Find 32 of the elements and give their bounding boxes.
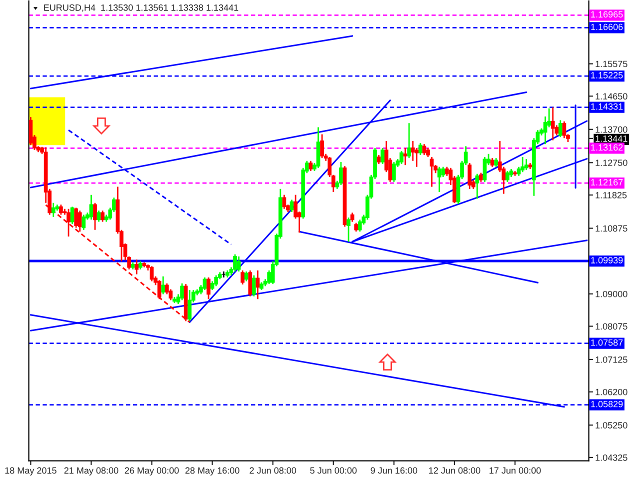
y-tick-label: 1.04325: [596, 454, 628, 461]
x-tick-label: 12 Jun 08:00: [429, 467, 480, 474]
chart-title: EURUSD,H4 1.13530 1.13561 1.13338 1.13441: [44, 4, 238, 12]
y-tick-label: 1.13441: [596, 135, 628, 142]
x-tick-label: 17 Jun 00:00: [490, 467, 541, 474]
ref-line-label: 1.16606: [591, 24, 623, 30]
x-tick-label: 2 Jun 08:00: [250, 467, 296, 474]
x-tick-label: 26 May 00:00: [124, 467, 179, 476]
y-tick-label: 1.11825: [596, 192, 627, 198]
y-tick-label: 1.09000: [596, 290, 628, 298]
y-tick-label: 1.05250: [596, 422, 628, 428]
x-tick-label: 28 May 16:00: [185, 467, 240, 476]
x-tick-label: 18 May 2015: [5, 467, 56, 476]
ref-line-label: 1.15225: [591, 72, 623, 78]
y-tick-label: 1.08075: [596, 323, 628, 330]
y-tick-label: 1.15575: [596, 60, 628, 68]
y-tick-label: 1.07125: [596, 356, 628, 363]
ref-line-label: 1.07587: [591, 339, 623, 346]
ref-line-label: 1.09939: [591, 257, 623, 264]
ref-line-label: 1.16965: [591, 11, 623, 18]
y-tick-label: 1.12750: [596, 160, 628, 166]
ref-line-label: 1.13162: [591, 144, 623, 151]
x-tick-label: 5 Jun 00:00: [310, 467, 357, 474]
ref-line-label: 1.05829: [591, 400, 623, 408]
y-tick-label: 1.13700: [596, 126, 628, 133]
x-tick-label: 9 Jun 16:00: [370, 467, 418, 474]
y-tick-label: 1.06200: [596, 388, 628, 396]
x-tick-label: 21 May 08:00: [64, 467, 118, 476]
y-tick-label: 1.10875: [596, 225, 628, 232]
ref-line-label: 1.12167: [591, 179, 623, 186]
ref-line-label: 1.14331: [591, 103, 623, 110]
y-tick-label: 1.14650: [596, 93, 628, 100]
